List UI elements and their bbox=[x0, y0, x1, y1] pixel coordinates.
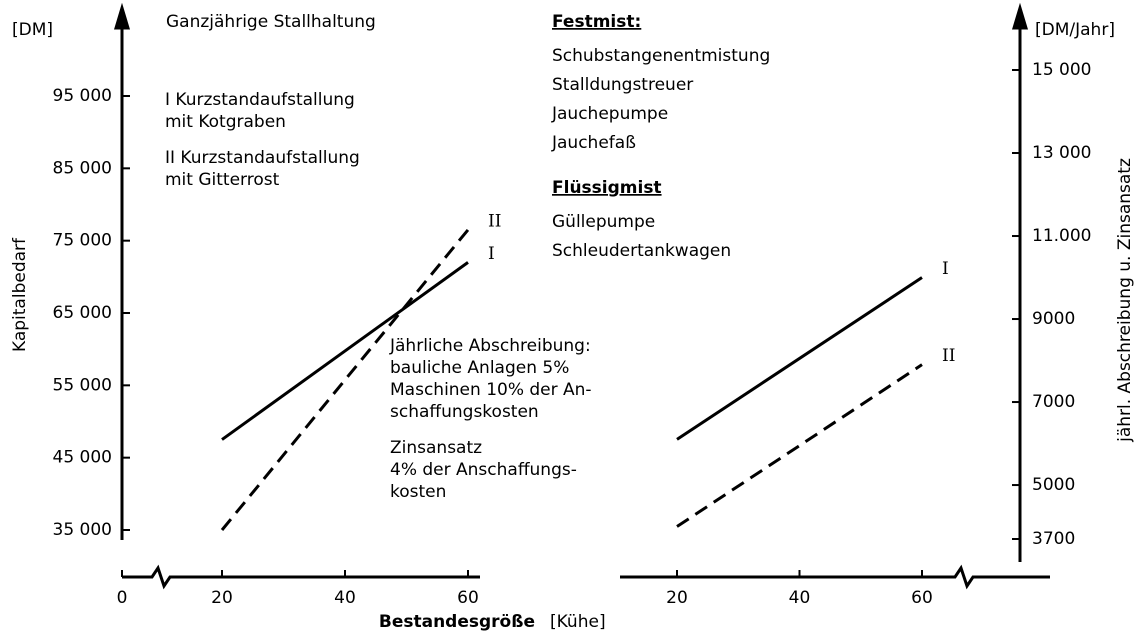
y-tick-label: 11.000 bbox=[1032, 226, 1091, 246]
y-tick-label: 5000 bbox=[1032, 475, 1075, 495]
y-tick-label: 35 000 bbox=[53, 520, 112, 540]
annotation: kosten bbox=[390, 482, 446, 502]
x-tick-label: 20 bbox=[211, 588, 233, 608]
x-tick-label: 40 bbox=[334, 588, 356, 608]
annotation: Schleudertankwagen bbox=[552, 241, 731, 261]
y-axis-label: Kapitalbedarf bbox=[10, 237, 30, 352]
y-tick-label: 65 000 bbox=[53, 303, 112, 323]
annotation: Güllepumpe bbox=[552, 212, 655, 232]
legend-entry: mit Gitterrost bbox=[165, 170, 280, 190]
annotation: Schubstangenentmistung bbox=[552, 46, 770, 66]
series-label: II bbox=[488, 211, 501, 231]
annotation: Zinsansatz bbox=[390, 438, 482, 458]
y-tick-label: 75 000 bbox=[53, 231, 112, 251]
chart-title: Ganzjährige Stallhaltung bbox=[166, 12, 376, 32]
y-tick-label: 55 000 bbox=[53, 375, 112, 395]
annotation: schaffungskosten bbox=[390, 402, 539, 422]
x-tick-label: 20 bbox=[666, 588, 688, 608]
series-line bbox=[221, 261, 469, 441]
series-label: I bbox=[488, 244, 495, 264]
series-line bbox=[676, 363, 923, 528]
y-tick-label: 45 000 bbox=[53, 448, 112, 468]
y-tick-label: 3700 bbox=[1032, 529, 1075, 549]
annotation-heading: Festmist: bbox=[552, 12, 641, 32]
legend-entry: I Kurzstandaufstallung bbox=[165, 90, 355, 110]
x-axis-label: Bestandesgröße bbox=[379, 612, 535, 632]
annotation: Stalldungstreuer bbox=[552, 75, 693, 95]
y-tick-label: 95 000 bbox=[53, 86, 112, 106]
y-unit: [DM] bbox=[12, 20, 53, 40]
annotation: 4% der Anschaffungs- bbox=[390, 460, 577, 480]
y2-axis-label: jährl. Abschreibung u. Zinsansatz bbox=[1115, 158, 1135, 443]
annotation-heading: Flüssigmist bbox=[552, 178, 662, 198]
x-tick-label: 0 bbox=[117, 588, 128, 608]
axes bbox=[113, 2, 1050, 590]
series-label: II bbox=[942, 346, 955, 366]
series-line bbox=[676, 276, 923, 441]
annotation: Jährliche Abschreibung: bbox=[389, 336, 591, 356]
y-tick-label: 13 000 bbox=[1032, 143, 1091, 163]
y-tick-label: 9000 bbox=[1032, 309, 1075, 329]
y-tick-label: 15 000 bbox=[1032, 60, 1091, 80]
annotation: Jauchepumpe bbox=[551, 104, 668, 124]
x-unit: [Kühe] bbox=[550, 612, 606, 632]
annotation: Jauchefaß bbox=[551, 133, 636, 153]
x-tick-label: 40 bbox=[789, 588, 811, 608]
x-tick-label: 60 bbox=[457, 588, 479, 608]
annotation: Maschinen 10% der An- bbox=[390, 380, 592, 400]
x-tick-label: 60 bbox=[911, 588, 933, 608]
legend-entry: II Kurzstandaufstallung bbox=[165, 148, 360, 168]
y-tick-label: 7000 bbox=[1032, 392, 1075, 412]
y-tick-label: 85 000 bbox=[53, 158, 112, 178]
series-label: I bbox=[942, 259, 949, 279]
legend-entry: mit Kotgraben bbox=[165, 112, 286, 132]
annotation: bauliche Anlagen 5% bbox=[390, 358, 569, 378]
y2-unit: [DM/Jahr] bbox=[1035, 20, 1115, 40]
